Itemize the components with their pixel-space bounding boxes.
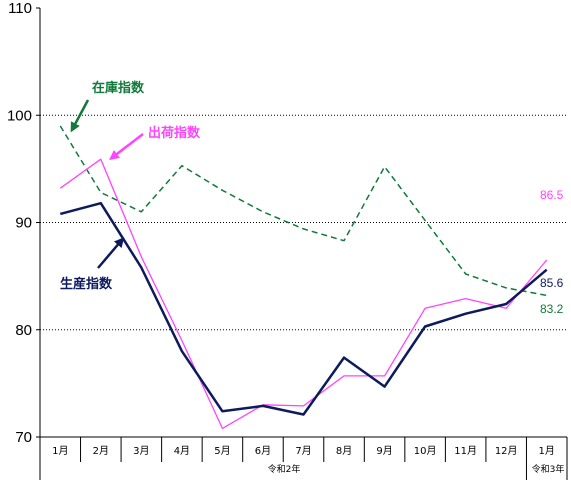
x-tick-label: 9月 [376, 445, 392, 457]
y-tick-label: 110 [8, 0, 32, 17]
series-line-2 [59, 125, 547, 297]
annotation-inventory: 在庫指数 [70, 80, 145, 133]
era-label-r2: 令和2年 [268, 463, 301, 475]
annotation-production: 生産指数 [60, 237, 125, 292]
end-label-production: 85.6 [540, 276, 564, 290]
axes [36, 7, 568, 480]
x-tick-label: 2月 [93, 445, 109, 457]
y-tick-labels: 70 80 90 100 110 [7, 0, 32, 446]
series-line-1 [59, 158, 548, 430]
label-production-index: 生産指数 [60, 276, 113, 292]
x-tick-label: 4月 [174, 445, 190, 457]
x-tick-label: 11月 [454, 445, 477, 457]
era-label-r3: 令和3年 [532, 463, 565, 475]
y-tick-label: 100 [7, 107, 32, 124]
y-tick-label: 90 [15, 215, 32, 232]
arrow-shipment [109, 133, 144, 161]
end-label-shipment: 86.5 [540, 188, 564, 202]
x-tick-label: 10月 [414, 445, 437, 457]
x-tick-label: 12月 [495, 445, 518, 457]
x-tick-label: 3月 [133, 445, 149, 457]
x-tick-label: 5月 [214, 445, 230, 457]
label-inventory-index: 在庫指数 [92, 80, 145, 96]
series-line-0 [59, 201, 548, 416]
x-tick-label: 1月 [539, 445, 555, 457]
x-tick-label: 6月 [255, 445, 271, 457]
x-tick-labels: 1月 2月 3月 4月 5月 6月 7月 8月 9月 10月 11月 12月 1月 [52, 445, 555, 457]
y-tick-label: 70 [15, 429, 32, 446]
x-tick-label: 8月 [336, 445, 352, 457]
end-label-inventory: 83.2 [540, 302, 564, 316]
y-tick-label: 80 [15, 322, 32, 339]
arrow-production [97, 237, 125, 269]
annotation-shipment: 出荷指数 [109, 125, 201, 161]
series-lines [59, 125, 548, 430]
x-tick-label: 7月 [295, 445, 311, 457]
label-shipment-index: 出荷指数 [148, 125, 201, 141]
x-tick-label: 1月 [52, 445, 68, 457]
gridlines [40, 114, 567, 331]
arrow-inventory [70, 99, 90, 133]
